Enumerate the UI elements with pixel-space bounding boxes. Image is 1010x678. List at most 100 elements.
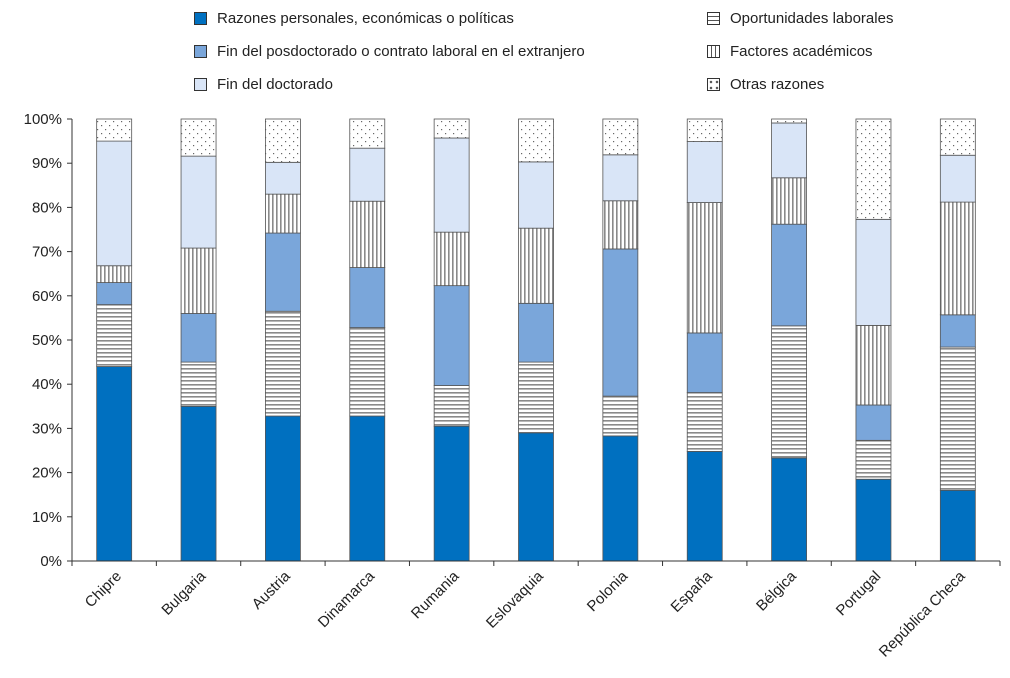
legend-item-razones-personales: Razones personales, económicas o polític… [194,10,514,27]
bar-segment [602,395,639,437]
bar-stack [939,118,976,562]
bar-segment [686,392,723,452]
legend-label: Razones personales, económicas o polític… [217,10,514,27]
legend-item-otras-razones: Otras razones [707,76,824,93]
bar-segment [433,137,470,233]
y-tick-label: 80% [32,199,62,216]
bar-segment [686,141,723,203]
y-tick-label: 100% [24,111,62,128]
legend-label: Oportunidades laborales [730,10,894,27]
bar-segment [855,218,892,326]
bar-segment [855,478,892,562]
x-tick-label: Chipre [82,568,125,611]
bar-segment [771,325,807,459]
bar-segment [686,332,723,393]
bar-segment [349,267,386,329]
bar-segment [939,314,976,348]
legend-swatch-solid-light [194,78,207,91]
bar-segment [433,425,470,562]
bar-stack [433,118,470,562]
bar-segment [686,450,723,562]
bar-segment [771,457,807,562]
bar-segment [349,147,386,202]
x-tick-label: Bulgaria [158,567,209,618]
bar-segment [265,193,301,234]
bar-segment [855,118,892,220]
bar-segment [602,200,639,250]
bar-segment [518,432,554,562]
bar-segment [265,118,301,163]
y-tick-label: 40% [32,376,62,393]
bar-segment [518,361,554,434]
bar-segment [349,415,386,562]
bar-segment [518,302,554,363]
bar-stack [602,118,639,562]
bar-segment [349,327,386,417]
x-tick-label: Polonia [584,567,632,615]
y-tick-label: 60% [32,288,62,305]
bar-segment [433,385,470,427]
bar-segment [96,140,133,267]
bar-segment [855,404,892,441]
bar-segment [96,366,133,562]
legend-swatch-dots [707,78,720,91]
bar-segment [265,161,301,195]
y-tick-label: 20% [32,465,62,482]
bar-segment [180,118,217,157]
y-tick-label: 30% [32,420,62,437]
bar-segment [771,122,807,179]
bar-segment [686,202,723,334]
bar-segment [602,118,639,156]
bar-segment [265,232,301,312]
x-tick-label: Eslovaquia [483,567,547,631]
bar-segment [96,118,133,142]
bar-segment [96,265,133,283]
legend-item-oportunidades-laborales: Oportunidades laborales [707,10,893,27]
x-tick-label: Dinamarca [315,567,379,631]
legend-swatch-solid-dark [194,12,207,25]
bar-segment [433,231,470,287]
bar-segment [518,161,554,229]
bar-segment [265,415,301,562]
bar-segment [686,118,723,142]
bar-segment [602,248,639,397]
y-tick-label: 0% [40,553,62,570]
bar-segment [349,118,386,149]
bar-segment [771,177,807,225]
bar-stack [180,118,217,562]
bar-segment [771,223,807,327]
y-tick-label: 70% [32,244,62,261]
bar-stack [265,118,301,562]
x-tick-label: Bélgica [753,567,800,614]
bar-segment [180,155,217,249]
bar-stack [771,118,807,562]
bar-stack [518,118,554,562]
bar-segment [180,361,217,407]
x-tick-label: República Checa [876,567,969,660]
y-tick-label: 90% [32,155,62,172]
legend-item-factores-academicos: Factores académicos [707,43,873,60]
x-tick-label: Austria [249,567,294,612]
legend-label: Otras razones [730,76,825,93]
legend-swatch-solid-mid [194,45,207,58]
legend-swatch-vertical [707,45,720,58]
x-tick-label: Portugal [833,568,885,620]
bar-segment [939,154,976,203]
bar-segment [96,304,133,367]
bar-stack [855,118,892,562]
x-axis: Chipre Bulgaria Austria Dinamarca Rumania Esl… [71,560,1001,661]
bars-group [96,118,976,562]
bar-segment [602,435,639,562]
bar-segment [602,154,639,202]
bar-segment [180,313,217,363]
legend-item-fin-posdoctorado: Fin del posdoctorado o contrato laboral … [194,43,585,60]
legend-swatch-horizontal [707,12,720,25]
bar-segment [939,118,976,156]
x-tick-label: España [668,567,716,615]
bar-segment [96,282,133,306]
bar-segment [939,346,976,491]
bar-segment [771,118,807,124]
bar-segment [433,285,470,386]
bar-stack [349,118,386,562]
